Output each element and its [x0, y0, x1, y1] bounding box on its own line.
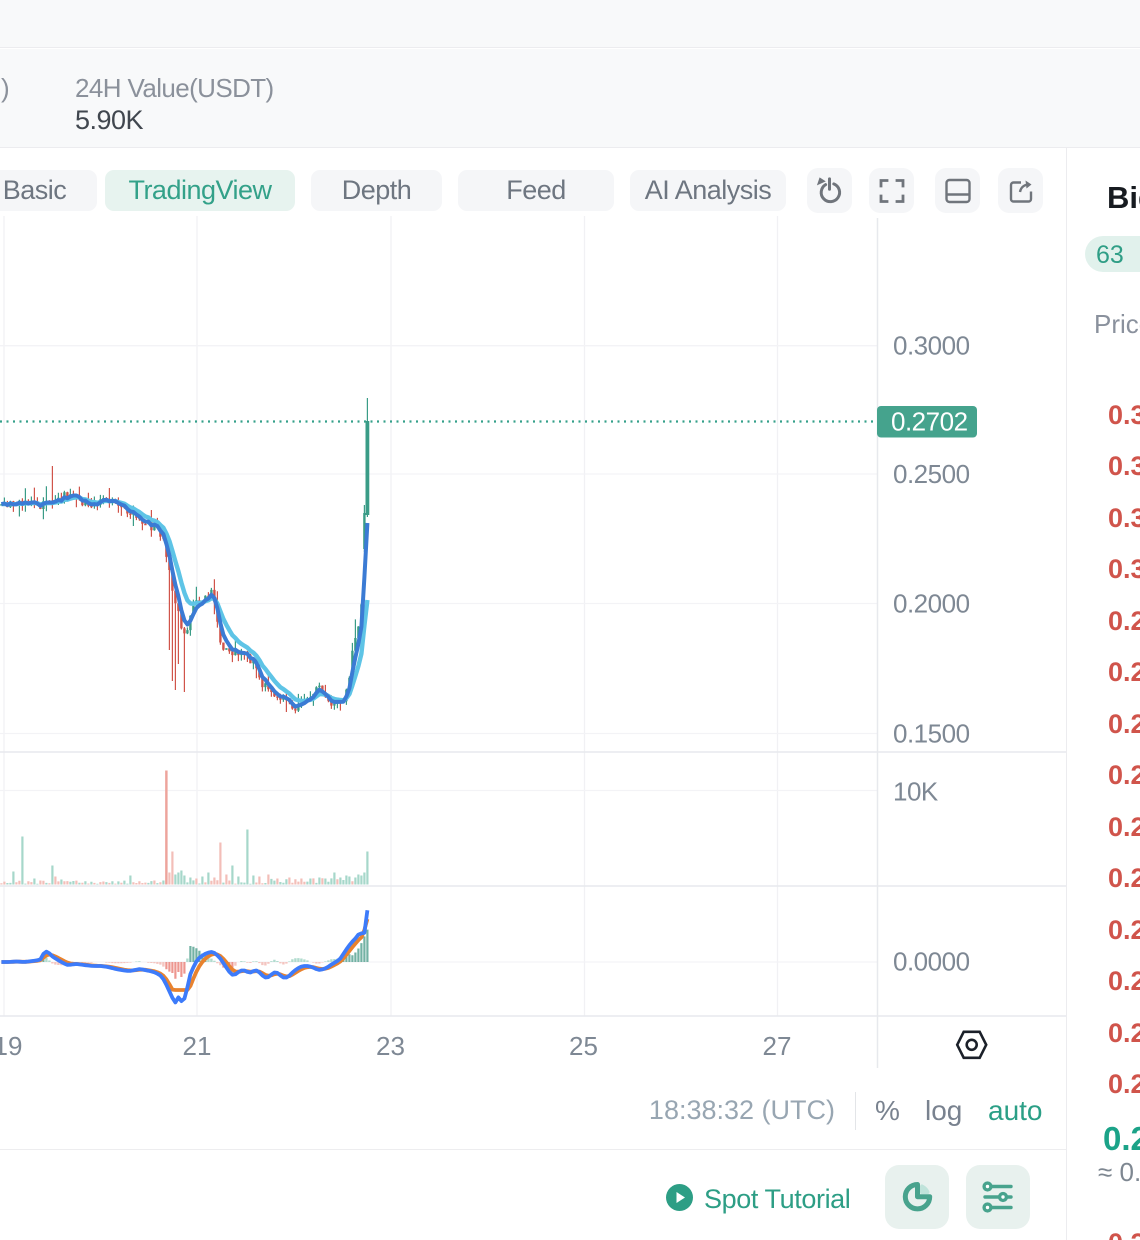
svg-text:0.1500: 0.1500 [893, 719, 970, 749]
svg-text:27: 27 [763, 1031, 792, 1061]
svg-text:0.2000: 0.2000 [893, 589, 970, 619]
svg-text:10K: 10K [893, 777, 939, 807]
svg-text:19: 19 [0, 1031, 22, 1061]
svg-text:23: 23 [376, 1031, 405, 1061]
svg-text:0.2702: 0.2702 [891, 407, 968, 437]
svg-text:25: 25 [569, 1031, 598, 1061]
svg-text:0.3000: 0.3000 [893, 331, 970, 361]
svg-text:21: 21 [183, 1031, 212, 1061]
svg-text:0.2500: 0.2500 [893, 459, 970, 489]
svg-text:0.0000: 0.0000 [893, 947, 970, 977]
